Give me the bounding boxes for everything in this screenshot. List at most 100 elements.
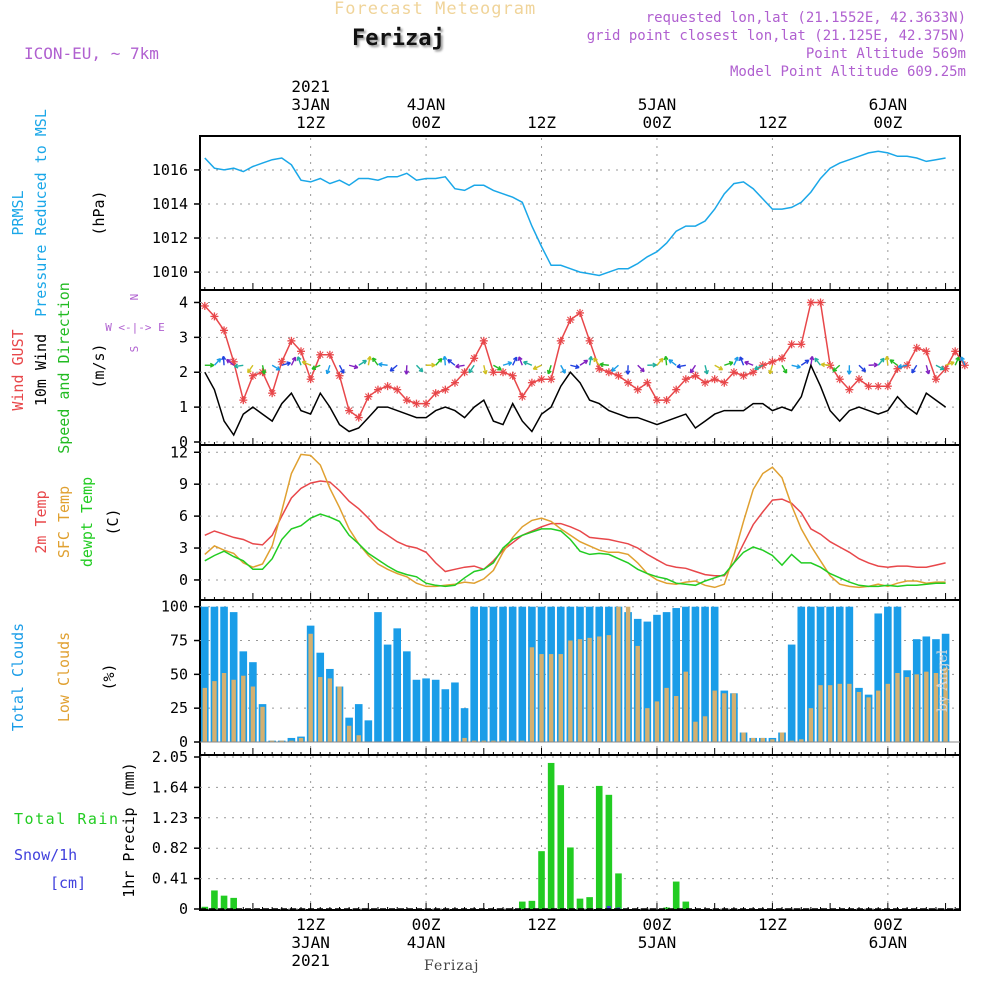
wind-arrow-head-2 (263, 370, 267, 375)
wind-arrow-shaft (739, 356, 745, 366)
gust-marker (460, 368, 469, 377)
gust-marker-d2 (788, 340, 795, 348)
gust-marker (720, 378, 729, 387)
panel-pressure: 1010 1012 1014 1016 (152, 135, 961, 291)
bar-low-clouds (866, 697, 871, 742)
wind-arrow-head-2 (728, 361, 733, 364)
bar-low-clouds (250, 686, 256, 742)
gust-marker-d2 (518, 393, 526, 401)
wind-arrow-shaft (769, 365, 774, 375)
wind-arrow (348, 364, 359, 370)
wind-arrow-head-2 (326, 370, 331, 375)
wind-arrow-shaft (935, 364, 945, 371)
bar-low-clouds (837, 683, 842, 742)
wind-arrow (800, 359, 810, 366)
gust-marker-d2 (576, 309, 584, 317)
footer-location: Ferizaj (424, 958, 480, 974)
bar-rain (663, 907, 670, 909)
time-top-hour: 12Z (296, 113, 325, 132)
wind-arrow-shaft (372, 357, 379, 366)
gust-marker-d2 (913, 344, 921, 352)
wind-arrow-head-2 (517, 356, 520, 361)
bar-total-clouds (518, 606, 527, 742)
bar-total-clouds (460, 708, 469, 742)
bar-total-clouds (374, 612, 382, 742)
wind-arrow-shaft (378, 363, 388, 366)
wind-arrow-shaft (821, 363, 831, 366)
bar-low-clouds (318, 677, 323, 742)
bar-low-clouds (731, 693, 737, 742)
series-line-temperature-0 (204, 480, 946, 577)
wind-arrow-head-2 (863, 367, 867, 372)
bar-total-clouds (845, 606, 854, 742)
bar-total-clouds (643, 621, 652, 742)
wind-arrow-head-2 (941, 365, 945, 370)
gust-marker (787, 340, 796, 349)
bar-low-clouds (635, 645, 640, 742)
gust-marker-d2 (365, 393, 372, 401)
bar-rain (576, 898, 584, 909)
bar-total-clouds (364, 720, 373, 742)
compass-we: W <-|-> E (105, 321, 165, 334)
gust-marker (470, 354, 479, 363)
gust-marker (931, 375, 940, 384)
wind-arrow-head-2 (676, 366, 681, 369)
wind-arrow (593, 357, 600, 366)
bar-total-clouds (710, 606, 719, 742)
wind-arrow (546, 365, 552, 375)
time-bottom-hour: 12Z (758, 915, 787, 934)
bar-rain (211, 890, 218, 909)
wind-arrow-head-2 (820, 363, 825, 368)
bar-low-clouds (712, 690, 717, 742)
time-bottom-hour: 00Z (873, 915, 902, 934)
y-tick-label: 0 (179, 433, 188, 451)
time-bottom-hour: 00Z (412, 915, 441, 934)
gust-marker (508, 371, 517, 380)
panel-clouds: 0 25 50 75 100 (161, 598, 961, 756)
wind-arrow (897, 363, 908, 369)
wind-arrow (271, 364, 281, 371)
wind-arrow-head-2 (523, 361, 527, 366)
gust-marker-d2 (211, 313, 218, 320)
y-tick-label: 0.82 (152, 839, 188, 857)
wind-arrow-shaft (271, 364, 281, 371)
gust-marker-d2 (220, 327, 228, 334)
bar-low-clouds (722, 693, 727, 742)
wind-arrow (415, 364, 424, 373)
gust-marker (335, 371, 344, 380)
wind-arrow (744, 360, 754, 366)
wind-arrow (768, 365, 774, 375)
wind-arrow-head-2 (296, 356, 299, 361)
gust-marker (547, 375, 556, 384)
wind-arrow-shaft (810, 356, 813, 366)
gust-marker (431, 389, 440, 398)
gust-marker (729, 368, 738, 377)
gust-marker (239, 396, 248, 405)
gust-marker (422, 399, 431, 408)
wind-arrow (588, 355, 594, 366)
bar-rain (201, 906, 209, 909)
wind-arrow-shaft (889, 359, 898, 366)
bar-low-clouds (616, 606, 621, 742)
wind-arrow (493, 364, 502, 371)
bar-total-clouds (201, 606, 209, 742)
y-tick-label: 1012 (152, 229, 188, 247)
gust-marker (354, 413, 363, 422)
wind-arrow-head-2 (848, 370, 852, 375)
wind-arrow-shaft (493, 364, 502, 371)
bar-low-clouds (539, 654, 544, 742)
bar-rain (672, 881, 680, 909)
wind-arrow-head-2 (277, 366, 281, 371)
wind-arrow-shaft (676, 364, 686, 368)
bar-low-clouds (827, 685, 833, 742)
wind-arrow-head-2 (927, 369, 931, 375)
time-bottom-date: 4JAN (407, 933, 446, 952)
bar-low-clouds (760, 737, 765, 742)
bar-low-clouds (491, 740, 496, 742)
gust-marker-d2 (605, 368, 613, 376)
bar-low-clouds (779, 732, 785, 742)
bar-low-clouds (289, 740, 294, 742)
bar-low-clouds (241, 675, 246, 742)
wind-arrow (570, 364, 580, 370)
label-1hr-precip: 1hr Precip (mm) (120, 762, 138, 897)
